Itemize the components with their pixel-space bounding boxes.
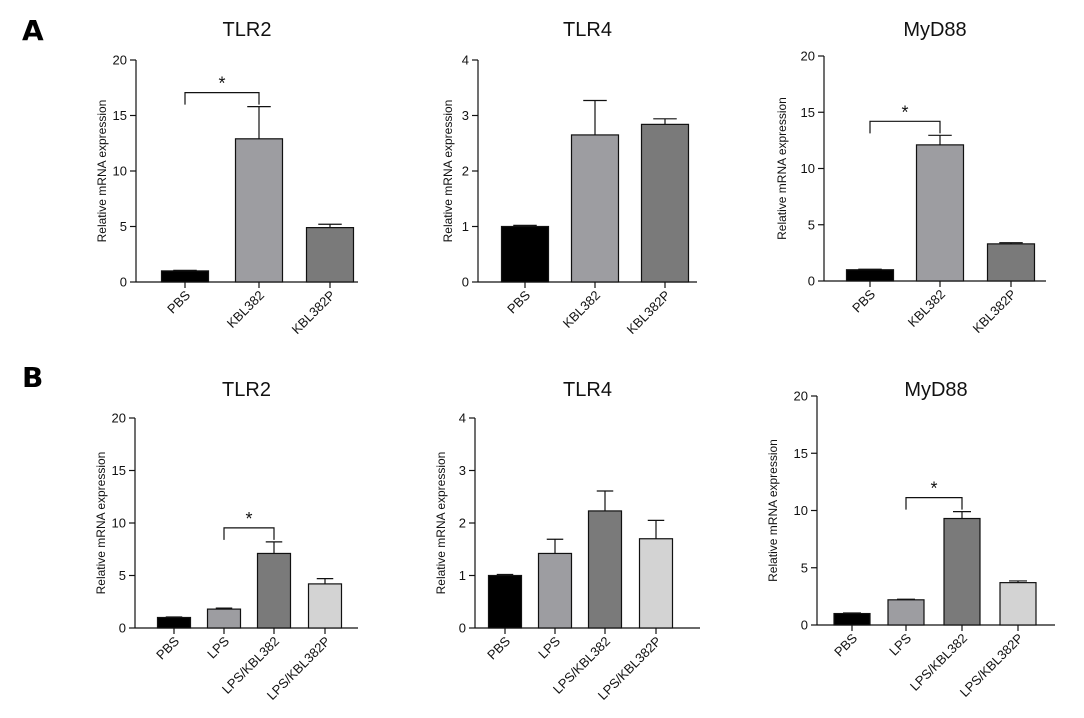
chart-1-bar-1 [160, 270, 210, 283]
chart-3-y-tick-label: 20 [801, 49, 815, 64]
chart-1-category-label-1: PBS [164, 287, 193, 316]
chart-2-bar-3 [640, 123, 690, 283]
chart-4-y-tick-label: 5 [119, 568, 126, 583]
chart-1-significance-bracket [184, 92, 260, 105]
chart-2-y-tick-label: 3 [462, 108, 469, 123]
chart-5-bar-4 [638, 538, 674, 629]
chart-4-category-label-1: PBS [153, 633, 182, 662]
chart-5-y-tick-label: 0 [459, 621, 466, 636]
chart-2-bar-2 [570, 134, 620, 283]
chart-5-y-tick-label: 4 [459, 411, 466, 426]
chart-1-y-tick-label: 20 [113, 53, 127, 68]
chart-4-y-tick-label: 20 [112, 411, 126, 426]
chart-6-y-tick-label: 5 [801, 560, 808, 575]
chart-3-bar-1 [845, 269, 895, 282]
chart-4: TLR2 Relative mRNA expression 0 5 10 15 20 PBS L… [94, 379, 358, 703]
chart-6-significance-star: * [930, 479, 937, 499]
chart-2: TLR4 Relative mRNA expression 0 1 2 3 4 PBS KBL3… [441, 19, 697, 337]
chart-2-title: TLR4 [563, 19, 612, 41]
chart-1-bar-3 [305, 227, 355, 283]
chart-6-bar-3 [943, 517, 981, 626]
chart-5-y-tick-label: 2 [459, 516, 466, 531]
chart-6: MyD88 Relative mRNA expression 0 5 10 15 20 PBS… [766, 379, 1055, 700]
chart-3-title: MyD88 [903, 19, 966, 41]
chart-1-title: TLR2 [223, 19, 272, 41]
chart-5-category-label-1: PBS [484, 633, 513, 662]
chart-4-title: TLR2 [222, 379, 271, 401]
chart-4-y-tick-label: 0 [119, 621, 126, 636]
chart-1-y-tick-label: 0 [120, 275, 127, 290]
chart-3-y-axis-label: Relative mRNA expression [775, 97, 789, 240]
panel-letter-a: A [22, 14, 44, 47]
chart-4-y-tick-label: 10 [112, 516, 126, 531]
chart-1-y-tick-label: 10 [113, 164, 127, 179]
chart-4-significance-star: * [245, 509, 252, 529]
chart-6-significance-bracket [905, 497, 963, 510]
chart-6-y-tick-label: 0 [801, 618, 808, 633]
chart-6-y-tick-label: 15 [794, 446, 808, 461]
chart-3-bar-3 [986, 243, 1036, 282]
chart-3-significance-star: * [901, 102, 908, 122]
chart-3-y-tick-label: 5 [808, 217, 815, 232]
chart-1-category-label-2: KBL382 [224, 288, 267, 331]
chart-6-title: MyD88 [904, 379, 967, 401]
chart-3-significance-bracket [869, 120, 941, 134]
chart-4-bar-4 [307, 583, 343, 629]
chart-2-category-label-2: KBL382 [560, 288, 603, 331]
chart-1-y-axis-label: Relative mRNA expression [95, 100, 109, 243]
chart-3-y-tick-label: 0 [808, 274, 815, 289]
chart-4-y-tick-label: 15 [112, 463, 126, 478]
chart-3: MyD88 Relative mRNA expression 0 5 10 15 20 PBS… [775, 19, 1046, 336]
chart-4-bar-2 [206, 608, 242, 629]
chart-1-bar-2 [234, 138, 284, 283]
chart-3-bar-2 [915, 144, 965, 282]
chart-6-bar-4 [999, 582, 1037, 626]
chart-5-y-axis-label: Relative mRNA expression [434, 452, 448, 595]
chart-3-category-label-1: PBS [849, 286, 878, 315]
chart-6-y-tick-label: 10 [794, 503, 808, 518]
chart-1: TLR2 Relative mRNA expression 0 5 10 15 20 PBS K… [95, 19, 358, 337]
chart-3-category-label-2: KBL382 [905, 287, 948, 330]
chart-4-y-axis-label: Relative mRNA expression [94, 452, 108, 595]
chart-4-bar-1 [156, 616, 192, 629]
chart-6-bar-2 [887, 599, 925, 626]
chart-5-y-tick-label: 1 [459, 568, 466, 583]
chart-5-bar-3 [587, 510, 623, 629]
chart-2-y-tick-label: 0 [462, 275, 469, 290]
chart-3-category-label-3: KBL382P [970, 287, 1019, 336]
chart-1-significance-star: * [218, 74, 225, 94]
chart-5-title: TLR4 [563, 379, 612, 401]
chart-5-y-tick-label: 3 [459, 463, 466, 478]
chart-2-y-tick-label: 2 [462, 164, 469, 179]
chart-3-y-tick-label: 15 [801, 105, 815, 120]
chart-6-y-tick-label: 20 [794, 389, 808, 404]
chart-2-y-tick-label: 1 [462, 219, 469, 234]
chart-6-category-label-2: LPS [886, 630, 914, 658]
chart-3-y-tick-label: 10 [801, 161, 815, 176]
chart-5-category-label-2: LPS [535, 633, 563, 661]
chart-2-y-tick-label: 4 [462, 53, 469, 68]
chart-2-bar-1 [500, 225, 550, 283]
chart-6-bar-1 [833, 612, 871, 626]
chart-4-bar-3 [256, 552, 292, 629]
chart-5-bar-2 [537, 552, 573, 629]
panel-letter-b: B [22, 361, 43, 394]
chart-2-y-axis-label: Relative mRNA expression [441, 100, 455, 243]
chart-1-category-label-3: KBL382P [289, 288, 338, 337]
chart-6-y-axis-label: Relative mRNA expression [766, 439, 780, 582]
chart-4-significance-bracket [223, 527, 275, 540]
chart-1-y-tick-label: 15 [113, 108, 127, 123]
chart-6-category-label-1: PBS [831, 630, 860, 659]
chart-5-bar-1 [487, 574, 523, 629]
chart-2-category-label-3: KBL382P [624, 288, 673, 337]
chart-4-category-label-2: LPS [204, 633, 232, 661]
chart-1-y-tick-label: 5 [120, 219, 127, 234]
chart-2-category-label-1: PBS [504, 287, 533, 316]
